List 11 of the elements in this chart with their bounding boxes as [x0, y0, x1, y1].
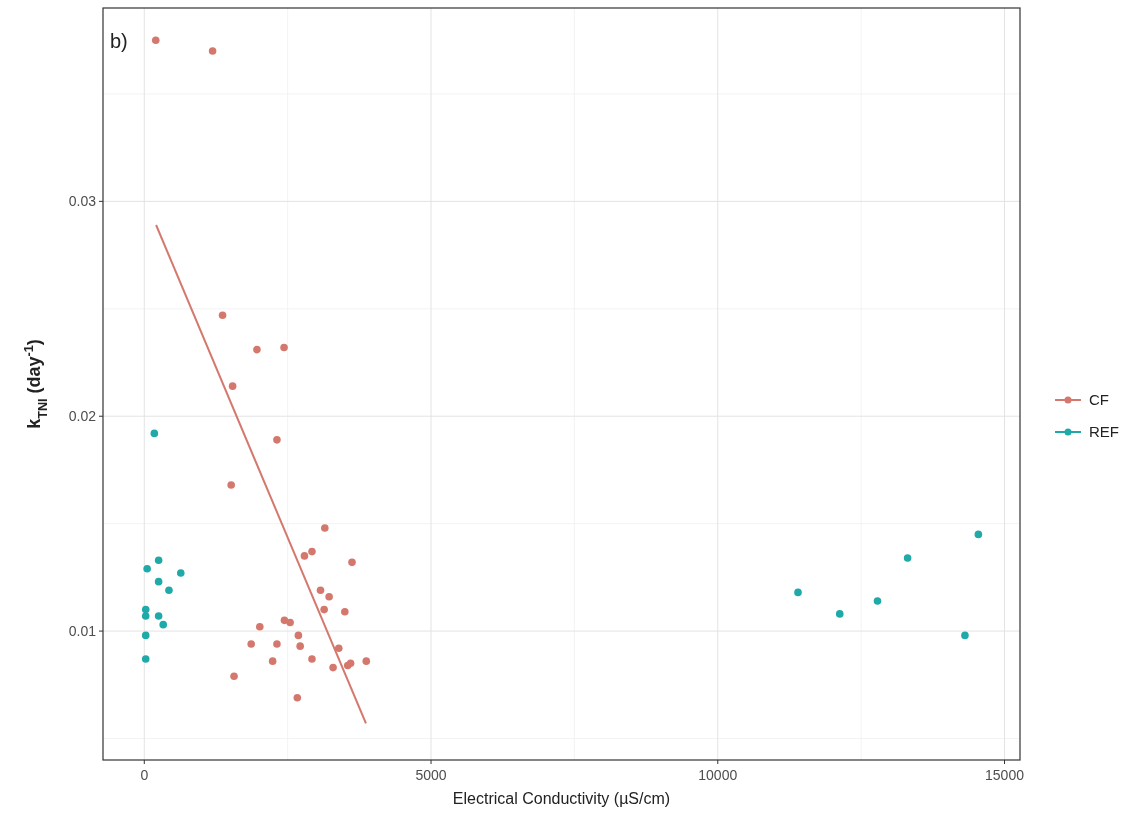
- x-tick-label: 15000: [985, 767, 1025, 783]
- y-tick-label: 0.03: [68, 193, 97, 210]
- x-tick-label: 10000: [698, 767, 738, 783]
- x-tick-label: 0: [140, 767, 149, 783]
- x-axis-title: Electrical Conductivity (µS/cm): [452, 790, 671, 807]
- annotation: b): [110, 30, 128, 52]
- x-tick-label: 5000: [415, 767, 447, 783]
- legend-label: REF: [1089, 423, 1119, 440]
- y-tick-label: 0.01: [68, 623, 97, 640]
- legend-label: CF: [1089, 391, 1109, 408]
- y-tick-label: 0.02: [68, 408, 97, 425]
